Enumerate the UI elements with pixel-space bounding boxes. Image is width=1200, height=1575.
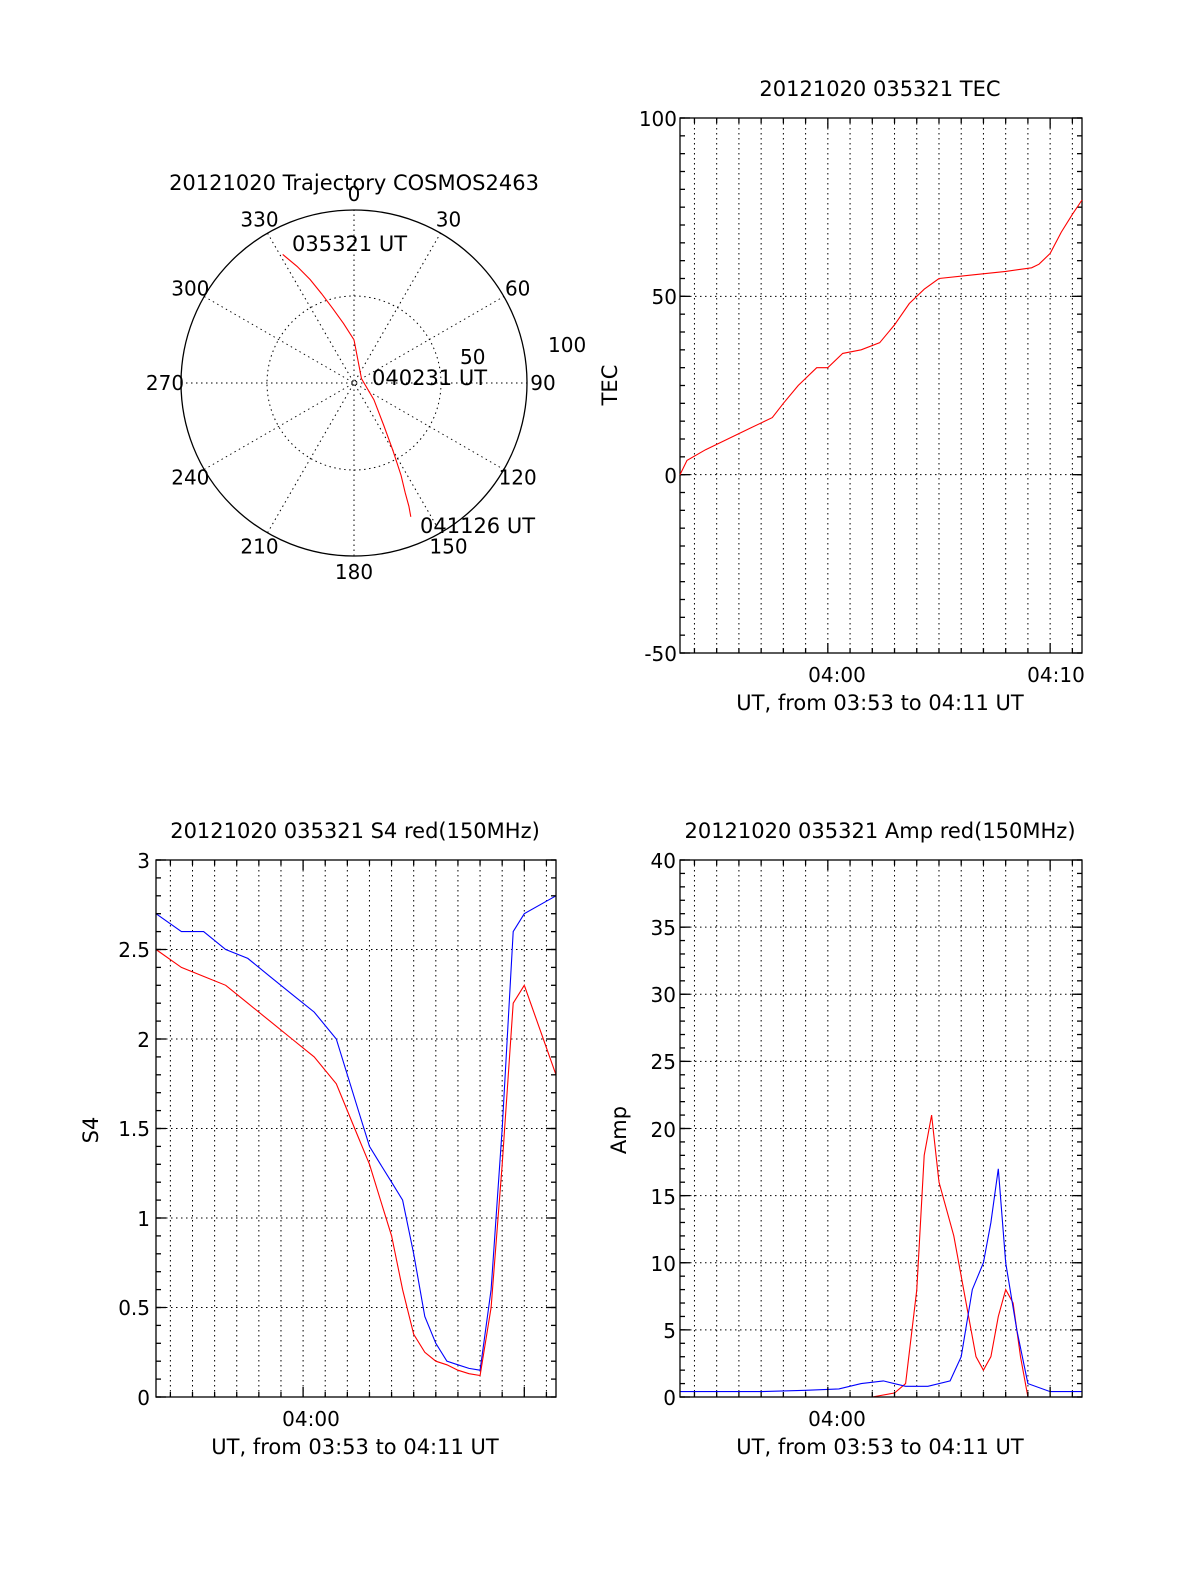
tec-title: 20121020 035321 TEC: [759, 77, 1000, 101]
trajectory-end-label: 041126 UT: [420, 514, 535, 538]
s4-blue-series-line: [155, 895, 557, 1371]
amp-ytick-35: 35: [651, 916, 676, 940]
s4-ytick-2: 2: [137, 1028, 150, 1052]
amp-ticks: [680, 859, 1082, 1398]
s4-ytick-1: 1: [137, 1207, 150, 1231]
polar-azimuth-label: 330: [240, 207, 278, 231]
polar-azimuth-label: 60: [505, 277, 530, 301]
tec-panel: 20121020 035321 TEC 100 50 0 -50 04:00 0…: [598, 77, 1085, 715]
amp-ytick-25: 25: [651, 1050, 676, 1074]
amp-panel: 20121020 035321 Amp red(150MHz) 40 35 30…: [607, 819, 1083, 1459]
trajectory-mid-label: 040231 UT: [372, 366, 487, 390]
polar-radial-label-100: 100: [548, 333, 586, 357]
tec-series-line: [679, 199, 1083, 475]
s4-ticks: [156, 859, 556, 1398]
tec-ticks: [680, 117, 1082, 654]
tec-xlabel: UT, from 03:53 to 04:11 UT: [736, 691, 1024, 715]
s4-ytick-0: 0: [137, 1386, 150, 1410]
s4-panel: 20121020 035321 S4 red(150MHz) 3 2.5 2 1…: [79, 819, 557, 1459]
amp-red-series-line: [680, 1115, 1082, 1398]
polar-azimuth-label: 90: [530, 371, 555, 395]
polar-azimuth-label: 180: [335, 560, 373, 584]
polar-azimuth-label: 300: [171, 277, 209, 301]
s4-ytick-0.5: 0.5: [118, 1296, 150, 1320]
s4-ytick-3: 3: [137, 849, 150, 873]
polar-azimuth-label: 270: [146, 371, 184, 395]
polar-radial-label-50: 50: [460, 345, 485, 369]
polar-azimuth-label: 210: [240, 535, 278, 559]
s4-xlabel: UT, from 03:53 to 04:11 UT: [211, 1435, 499, 1459]
s4-ytick-1.5: 1.5: [118, 1117, 150, 1141]
s4-red-series-line: [155, 949, 557, 1377]
s4-xtick-0400: 04:00: [282, 1407, 340, 1431]
amp-ytick-10: 10: [651, 1252, 676, 1276]
tec-ytick-50: 50: [652, 285, 677, 309]
amp-ytick-0: 0: [663, 1386, 676, 1410]
tec-xtick-0410: 04:10: [1027, 663, 1085, 687]
polar-azimuth-labels: 0 30 60 90 120 150 180 210 240 270 300 330: [146, 182, 556, 584]
s4-ytick-2.5: 2.5: [118, 938, 150, 962]
polar-azimuth-label: 120: [499, 466, 537, 490]
tec-grid: [680, 118, 1082, 653]
amp-xtick-0400: 04:00: [808, 1407, 866, 1431]
tec-xtick-0400: 04:00: [808, 663, 866, 687]
trajectory-title: 20121020 Trajectory COSMOS2463: [169, 171, 539, 195]
tec-frame: [679, 117, 1083, 654]
amp-xlabel: UT, from 03:53 to 04:11 UT: [736, 1435, 1024, 1459]
amp-blue-series-line: [680, 1168, 1082, 1393]
polar-azimuth-label: 30: [436, 207, 461, 231]
tec-ytick-neg50: -50: [644, 642, 677, 666]
amp-ytick-40: 40: [651, 849, 676, 873]
amp-title: 20121020 035321 Amp red(150MHz): [684, 819, 1075, 843]
tec-ytick-0: 0: [664, 464, 677, 488]
amp-grid: [680, 860, 1082, 1397]
s4-grid: [156, 860, 556, 1397]
amp-ytick-5: 5: [663, 1319, 676, 1343]
amp-ytick-15: 15: [651, 1185, 676, 1209]
polar-azimuth-label: 240: [171, 466, 209, 490]
amp-ytick-30: 30: [651, 983, 676, 1007]
amp-ylabel: Amp: [607, 1106, 631, 1154]
trajectory-panel: 20121020 Trajectory COSMOS2463 0 30 60 90 12…: [146, 171, 586, 584]
amp-ytick-20: 20: [651, 1118, 676, 1142]
s4-ylabel: S4: [79, 1117, 103, 1144]
trajectory-start-label: 035321 UT: [292, 232, 407, 256]
trajectory-line: [282, 253, 412, 517]
tec-ylabel: TEC: [598, 365, 622, 407]
polar-azimuth-label: 150: [429, 535, 467, 559]
polar-azimuth-label: 0: [348, 182, 361, 206]
tec-ytick-100: 100: [639, 107, 677, 131]
s4-title: 20121020 035321 S4 red(150MHz): [170, 819, 540, 843]
